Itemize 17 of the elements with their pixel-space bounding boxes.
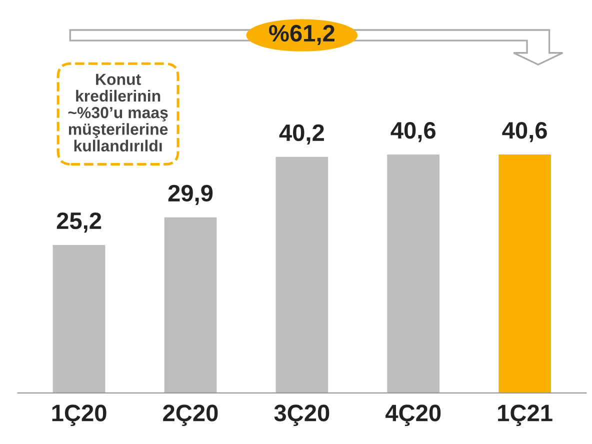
data-label: 29,9 bbox=[168, 184, 213, 205]
bar bbox=[52, 244, 106, 393]
data-label: 40,2 bbox=[279, 124, 324, 144]
x-tick-label: 1Ç21 bbox=[498, 404, 552, 426]
x-tick-label: 4Ç20 bbox=[385, 404, 441, 426]
data-label: 40,6 bbox=[390, 122, 436, 142]
text: %61,2 bbox=[269, 24, 334, 46]
bar bbox=[387, 154, 440, 393]
bar bbox=[164, 217, 217, 393]
bar bbox=[276, 156, 328, 393]
bar bbox=[498, 154, 551, 393]
x-tick-label: 1Ç20 bbox=[52, 404, 106, 426]
x-tick-label: 2Ç20 bbox=[163, 404, 218, 426]
text: Konut kredilerinin ~%30’u maaş müşterilerine kullandırıldı bbox=[68, 74, 168, 152]
x-tick-label: 3Ç20 bbox=[274, 404, 330, 426]
data-label: 40,6 bbox=[502, 122, 547, 142]
data-label: 25,2 bbox=[56, 212, 102, 233]
